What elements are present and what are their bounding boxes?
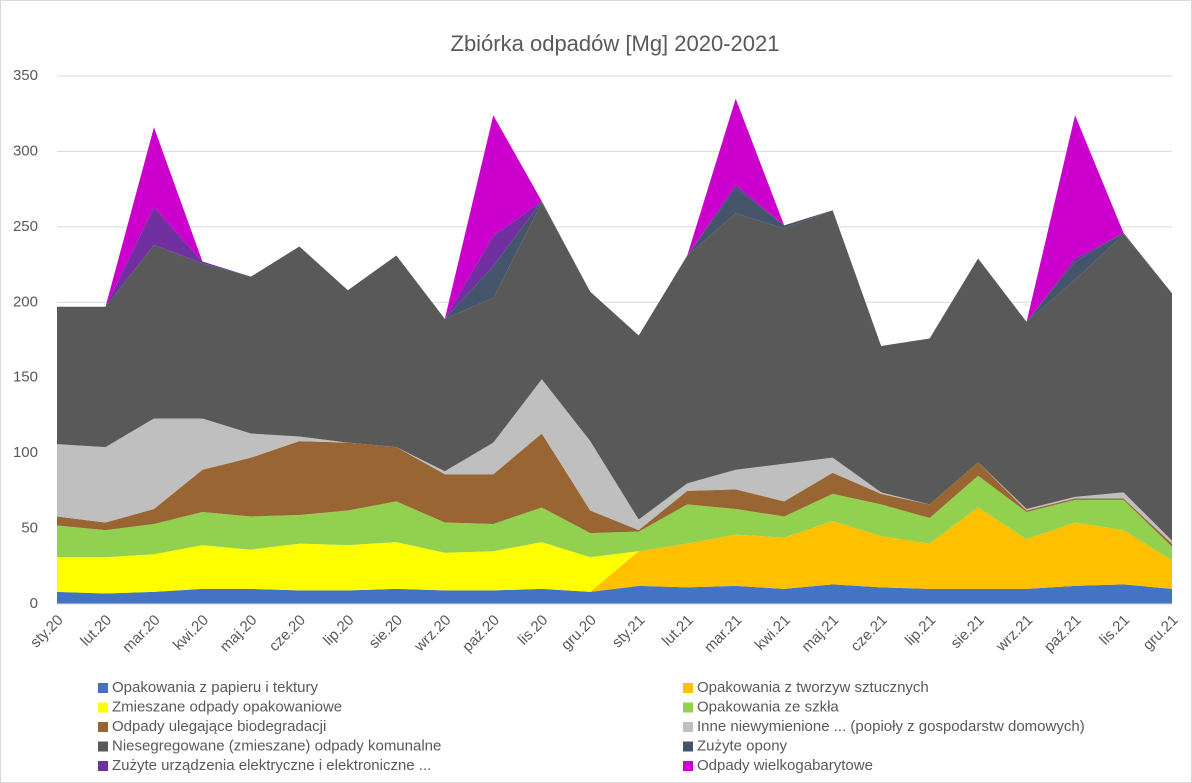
area [57, 507, 1172, 594]
area [57, 379, 1172, 544]
y-tick-label: 250 [13, 218, 38, 235]
y-tick-label: 0 [30, 595, 38, 612]
y-tick-label: 300 [13, 142, 38, 159]
legend-label: Inne niewymienione ... (popioły z gospod… [697, 718, 1085, 735]
y-tick-label: 200 [13, 293, 38, 310]
legend-label: Opakowania z papieru i tektury [112, 679, 318, 696]
area [57, 507, 1172, 594]
area [57, 475, 1172, 561]
legend-label: Opakowania z tworzyw sztucznych [697, 679, 929, 696]
legend-swatch [98, 702, 108, 713]
y-tick-label: 100 [13, 444, 38, 461]
legend-swatch [683, 702, 693, 713]
legend-label: Zużyte opony [697, 737, 788, 754]
area [57, 584, 1172, 604]
legend-label: Opakowania ze szkła [697, 698, 839, 715]
y-tick-label: 150 [13, 369, 38, 386]
area [57, 202, 1172, 541]
legend-label: Odpady ulegające biodegradacji [112, 718, 326, 735]
y-tick-label: 350 [13, 67, 38, 84]
legend-label: Zmieszane odpady opakowaniowe [112, 698, 342, 715]
legend-swatch [98, 683, 108, 693]
legend-swatch [683, 761, 693, 771]
y-tick-label: 50 [21, 520, 38, 537]
legend-swatch [683, 683, 693, 693]
legend-label: Niesegregowane (zmieszane) odpady komuna… [112, 737, 441, 754]
chart-title: Zbiórka odpadów [Mg] 2020-2021 [451, 31, 780, 56]
legend-swatch [683, 722, 693, 732]
legend-label: Odpady wielkogabarytowe [697, 757, 873, 774]
legend-label: Zużyte urządzenia elektryczne i elektron… [112, 757, 431, 774]
area [57, 433, 1172, 547]
legend-swatch [98, 722, 108, 732]
legend-swatch [98, 741, 108, 752]
legend-swatch [683, 741, 693, 752]
legend-swatch [98, 761, 108, 771]
